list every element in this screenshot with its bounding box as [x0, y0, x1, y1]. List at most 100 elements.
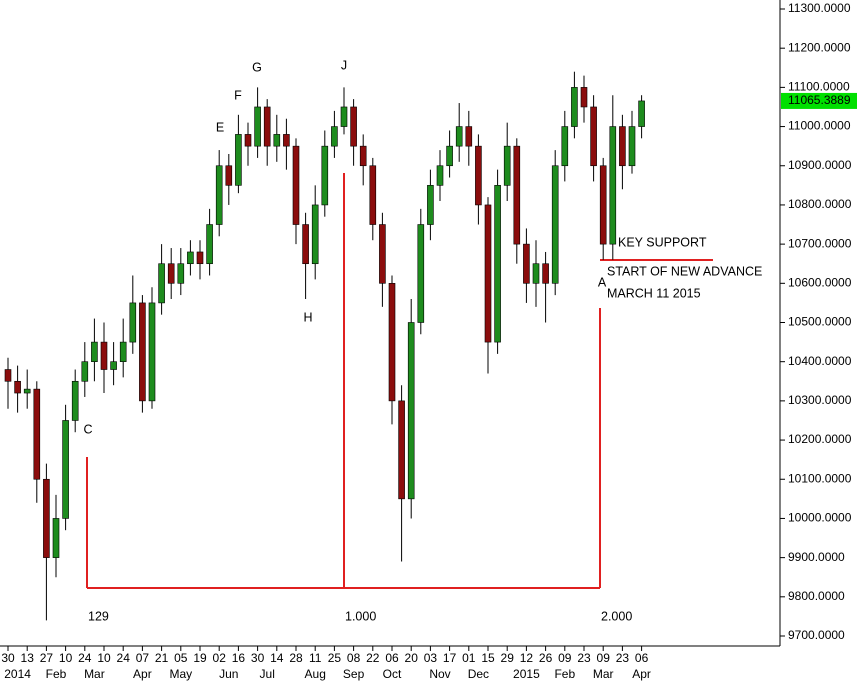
annotation: C: [83, 422, 92, 436]
candle-body: [14, 380, 21, 394]
x-period-label: 2015: [513, 667, 540, 681]
candle-body: [599, 165, 607, 245]
x-tick-label: 07: [136, 651, 150, 665]
x-tick-label: 11: [309, 651, 322, 665]
y-tick-label: 10500.0000: [788, 315, 852, 329]
candle-body: [561, 126, 569, 167]
x-tick-label: 13: [21, 651, 35, 665]
x-tick-label: 29: [501, 651, 515, 665]
candle-body: [158, 263, 165, 304]
y-tick-label: 9700.0000: [788, 628, 845, 642]
x-period-label: Mar: [84, 667, 105, 681]
candle-body: [52, 518, 60, 558]
x-period-label: Jul: [260, 667, 275, 681]
candle-body: [523, 243, 530, 284]
candle-body: [331, 126, 338, 147]
y-tick-label: 11300.0000: [788, 1, 851, 15]
x-tick-label: 17: [443, 651, 457, 665]
candle-body: [225, 165, 233, 186]
x-period-label: 2014: [4, 667, 31, 681]
y-tick-label: 11000.0000: [788, 119, 851, 133]
x-tick-label: 24: [117, 651, 131, 665]
x-period-label: Dec: [468, 667, 489, 681]
candle-body: [436, 165, 444, 186]
x-period-label: Feb: [46, 667, 67, 681]
candle-body: [350, 106, 357, 147]
candle-body: [196, 251, 204, 265]
annotation: H: [303, 310, 312, 324]
y-tick-label: 10000.0000: [788, 511, 852, 525]
x-period-label: Nov: [429, 667, 450, 681]
candle-body: [292, 145, 300, 225]
x-period-label: Aug: [305, 667, 326, 681]
candle-body: [81, 361, 89, 382]
x-tick-label: 05: [174, 651, 188, 665]
x-tick-label: 30: [1, 651, 15, 665]
candle-body: [302, 224, 309, 265]
x-tick-label: 16: [232, 651, 246, 665]
x-tick-label: 21: [155, 651, 169, 665]
x-tick-label: 22: [366, 651, 380, 665]
annotation: MARCH 11 2015: [607, 286, 701, 300]
x-tick-label: 01: [462, 651, 476, 665]
x-tick-label: 19: [193, 651, 207, 665]
candle-body: [215, 165, 223, 225]
y-tick-label: 9800.0000: [788, 589, 845, 603]
annotation: 129: [88, 609, 109, 623]
candle-body: [532, 263, 540, 284]
candle-body: [417, 224, 425, 323]
x-tick-label: 15: [481, 651, 495, 665]
candle-body: [148, 302, 156, 402]
candle-body: [590, 106, 597, 167]
y-tick-label: 10300.0000: [788, 393, 852, 407]
candle-body: [129, 302, 137, 343]
x-tick-label: 14: [270, 651, 284, 665]
annotation: START OF NEW ADVANCE: [607, 264, 762, 278]
candle-body: [321, 145, 329, 206]
candle-body: [4, 369, 12, 382]
y-tick-label: 10700.0000: [788, 236, 852, 250]
y-tick-label: 11200.0000: [788, 40, 851, 54]
x-period-label: Sep: [343, 667, 365, 681]
candle-body: [177, 263, 185, 284]
annotation: 2.000: [601, 609, 632, 623]
candle-body: [619, 126, 626, 167]
candle-body: [580, 87, 588, 108]
candle-body: [359, 145, 367, 167]
candle-body: [62, 420, 69, 519]
candle-body: [244, 134, 252, 147]
y-tick-label: 11100.0000: [788, 80, 850, 94]
x-period-label: Jun: [219, 667, 238, 681]
y-tick-label: 10400.0000: [788, 354, 852, 368]
x-tick-label: 27: [40, 651, 54, 665]
candle-body: [110, 361, 117, 370]
annotation: G: [252, 60, 262, 74]
x-period-label: Apr: [133, 667, 152, 681]
annotation: KEY SUPPORT: [618, 235, 707, 249]
x-tick-label: 30: [251, 651, 265, 665]
x-period-label: May: [169, 667, 192, 681]
candle-body: [379, 224, 386, 284]
candle-body: [340, 106, 348, 127]
candle-body: [446, 145, 453, 167]
candle-body: [206, 224, 213, 265]
y-tick-label: 10200.0000: [788, 432, 852, 446]
y-tick-label: 10100.0000: [788, 471, 852, 485]
candle-body: [91, 341, 98, 362]
candle-body: [427, 185, 434, 225]
candle-body: [43, 478, 50, 558]
candle-body: [187, 251, 194, 265]
x-period-label: Feb: [554, 667, 575, 681]
last-price-box: [781, 92, 857, 109]
last-price-label: 11065.3889: [788, 93, 851, 107]
candle-body: [23, 388, 31, 394]
candle-body: [407, 322, 415, 500]
candle-body: [465, 126, 473, 147]
candle-body: [71, 380, 79, 421]
x-tick-label: 20: [405, 651, 419, 665]
candle-body: [167, 263, 175, 284]
x-tick-label: 03: [424, 651, 438, 665]
candle-body: [513, 145, 521, 245]
candle-body: [571, 87, 578, 127]
